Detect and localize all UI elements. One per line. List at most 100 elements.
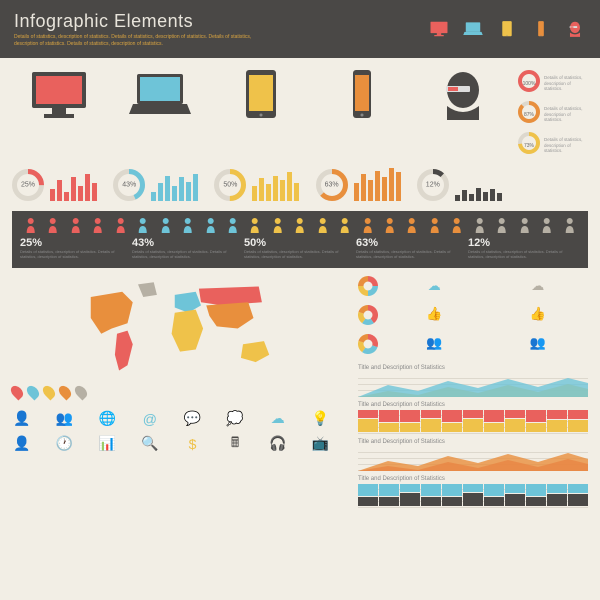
person-icon <box>200 217 221 233</box>
lower-left: 👤👥🌐@💬💭☁💡👤🕐📊🔍$🖩🎧📺 <box>12 276 348 513</box>
device-laptop <box>113 68 206 163</box>
people-stat: 50%Details of statistics, description of… <box>244 237 356 260</box>
grid-icon: 📺 <box>310 434 330 454</box>
stat-panel: Title and Description of Statistics <box>358 476 588 508</box>
device-tablet <box>214 68 307 163</box>
person-icon <box>536 217 557 233</box>
map-pin-icon <box>41 383 58 400</box>
person-icon <box>132 217 153 233</box>
phone-icon <box>530 20 552 38</box>
person-icon <box>514 217 535 233</box>
map-south-america <box>115 330 133 370</box>
monitor-icon <box>428 20 450 38</box>
bar-chart <box>354 169 401 201</box>
grid-icon: 📊 <box>97 434 117 454</box>
person-icon <box>289 217 310 233</box>
person-icon <box>491 217 512 233</box>
lower-section: 👤👥🌐@💬💭☁💡👤🕐📊🔍$🖩🎧📺 ☁☁👍👍👥👥 Title and Descri… <box>0 268 600 521</box>
chart-monitor: 25% <box>12 169 105 201</box>
flat-icon: 👍 <box>488 304 589 324</box>
grid-icon: 💡 <box>310 409 330 429</box>
stat-panel: Title and Description of Statistics <box>358 402 588 434</box>
bar-chart <box>151 169 198 201</box>
grid-icon: 💭 <box>225 409 245 429</box>
chart-tablet: 50% <box>214 169 307 201</box>
person-icon <box>424 217 445 233</box>
flat-icon: 👥 <box>488 333 589 353</box>
map-pin-icon <box>73 383 90 400</box>
grid-icon: 🔍 <box>140 434 160 454</box>
chart-phone: 63% <box>316 169 409 201</box>
grid-icon: 🕐 <box>55 434 75 454</box>
donut-icon: 50% <box>214 169 246 201</box>
map-pin-icon <box>25 383 42 400</box>
people-stat: 63%Details of statistics, description of… <box>356 237 468 260</box>
map-australia <box>241 341 269 362</box>
person-icon <box>20 217 41 233</box>
person-icon <box>65 217 86 233</box>
map-pins <box>12 385 348 399</box>
device-head <box>417 68 510 163</box>
flat-icons: ☁☁👍👍👥👥 <box>384 276 588 359</box>
person-icon <box>559 217 580 233</box>
header-icons <box>428 20 586 38</box>
grid-icon: @ <box>140 409 160 429</box>
page-title: Infographic Elements <box>14 11 428 32</box>
map-pin-icon <box>57 383 74 400</box>
bar-chart <box>455 169 502 201</box>
grid-icon: 🎧 <box>268 434 288 454</box>
head-icon <box>564 20 586 38</box>
grid-icon: $ <box>183 434 203 454</box>
side-donut: 87%Details of statistics, description of… <box>518 101 588 128</box>
chart-head: 12% <box>417 169 510 201</box>
flat-icon: 👥 <box>384 333 485 353</box>
tablet-icon <box>496 20 518 38</box>
person-icon <box>357 217 378 233</box>
person-icon <box>87 217 108 233</box>
people-stat: 25%Details of statistics, description of… <box>20 237 132 260</box>
map-russia <box>199 286 262 305</box>
device-phone <box>316 68 409 163</box>
people-stat: 12%Details of statistics, description of… <box>468 237 580 260</box>
grid-icon: 👥 <box>55 409 75 429</box>
bar-chart <box>252 169 299 201</box>
side-donut: 73%Details of statistics, description of… <box>518 132 588 159</box>
side-donut: 100%Details of statistics, description o… <box>518 70 588 97</box>
people-stats: 25%Details of statistics, description of… <box>20 237 580 260</box>
mini-pies <box>358 276 378 359</box>
person-icon <box>222 217 243 233</box>
grid-icon: 👤 <box>12 409 32 429</box>
side-donuts: 100%Details of statistics, description o… <box>518 68 588 163</box>
charts-row: 25% 43% 50% 63% 12% <box>0 169 600 201</box>
stat-panel: Title and Description of Statistics <box>358 439 588 471</box>
person-icon <box>244 217 265 233</box>
chart-laptop: 43% <box>113 169 206 201</box>
right-top: ☁☁👍👍👥👥 <box>358 276 588 359</box>
person-icon <box>110 217 131 233</box>
donut-icon: 43% <box>113 169 145 201</box>
donut-icon: 25% <box>12 169 44 201</box>
flat-icon: ☁ <box>384 276 485 296</box>
device-monitor <box>12 68 105 163</box>
donut-icon: 63% <box>316 169 348 201</box>
header: Infographic Elements Details of statisti… <box>0 0 600 58</box>
world-map <box>12 276 348 381</box>
people-icons <box>20 217 580 233</box>
person-icon <box>177 217 198 233</box>
people-stat: 43%Details of statistics, description of… <box>132 237 244 260</box>
map-pin-icon <box>9 383 26 400</box>
page-subtitle: Details of statistics, description of st… <box>14 34 274 47</box>
person-icon <box>155 217 176 233</box>
person-icon <box>401 217 422 233</box>
person-icon <box>42 217 63 233</box>
stat-panel: Title and Description of Statistics <box>358 365 588 397</box>
map-europe <box>175 291 201 312</box>
laptop-icon <box>462 20 484 38</box>
person-icon <box>469 217 490 233</box>
flat-icon: ☁ <box>488 276 589 296</box>
pie-icon <box>358 305 378 330</box>
person-icon <box>312 217 333 233</box>
people-strip: 25%Details of statistics, description of… <box>12 211 588 268</box>
person-icon <box>446 217 467 233</box>
map-africa <box>172 309 204 351</box>
